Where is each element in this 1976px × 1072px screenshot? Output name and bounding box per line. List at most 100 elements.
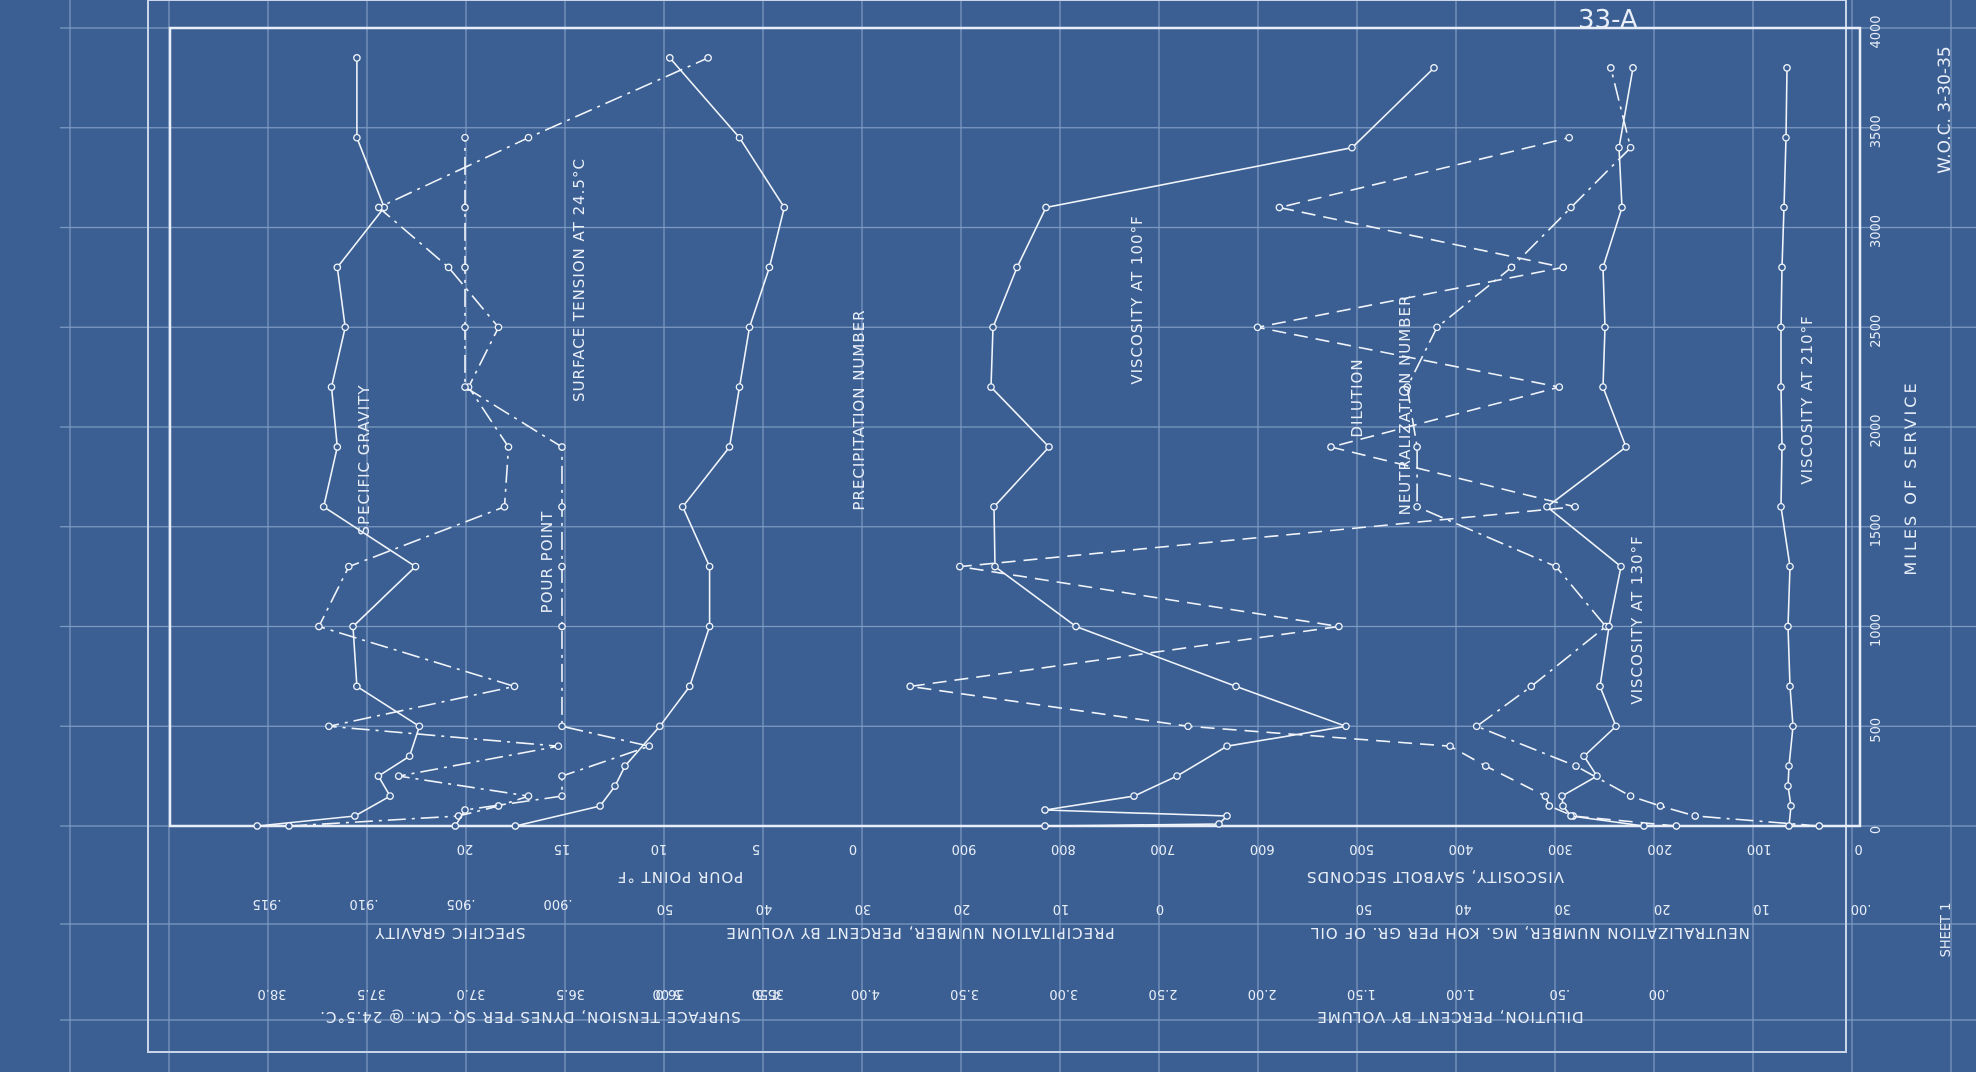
scale-tick-pour_point_2: 30 — [855, 901, 872, 916]
scale-tick-precipitation: 5.00 — [653, 986, 682, 1001]
miles-tick-label: 0 — [1869, 826, 1884, 834]
data-point — [1541, 792, 1550, 800]
data-point — [1042, 203, 1050, 212]
signature: W.O.C. 3-30-35 — [1935, 46, 1955, 173]
data-point — [353, 682, 361, 691]
data-point — [353, 133, 361, 142]
data-point — [333, 263, 342, 272]
data-point — [1184, 722, 1192, 731]
scale-tick-surface_tension: 35.5 — [755, 986, 784, 1001]
data-point — [394, 772, 403, 780]
scale-tick-pour_point: 0 — [849, 841, 857, 856]
data-point — [319, 502, 328, 511]
scale-tick-neutralization: 50 — [1356, 901, 1373, 916]
data-point — [1413, 443, 1421, 451]
data-point — [955, 562, 964, 571]
scale-tick-viscosity: 500 — [1349, 841, 1374, 856]
data-point — [1507, 263, 1516, 272]
label-neutralization-number: NEUTRALIZATION NUMBER — [1396, 295, 1414, 516]
data-point — [1403, 383, 1412, 391]
label-viscosity-130: VISCOSITY AT 130°F — [1628, 535, 1646, 704]
scale-tick-pour_point: 10 — [651, 841, 668, 856]
series-line-1 — [288, 57, 709, 827]
data-point — [558, 502, 566, 511]
data-point — [415, 722, 424, 731]
data-point — [325, 722, 333, 731]
data-point — [411, 562, 420, 571]
scale-tick-precipitation: 2.50 — [1149, 986, 1178, 1001]
scale-tick-pour_point: 15 — [554, 841, 571, 856]
scale-label-neutralization: NEUTRALIZATION NUMBER, MG. KOH PER GR. O… — [1310, 924, 1750, 942]
label-specific-gravity: SPECIFIC GRAVITY — [355, 385, 373, 536]
data-point — [1413, 502, 1421, 511]
data-point — [349, 622, 357, 631]
data-point — [1559, 263, 1568, 272]
data-point — [1223, 812, 1231, 820]
scale-tick-precipitation: .50 — [1549, 986, 1570, 1001]
scale-tick-neutralization: 20 — [1654, 901, 1671, 916]
data-point — [1612, 722, 1620, 731]
data-point — [1601, 323, 1609, 332]
scale-tick-neutralization: 10 — [1753, 901, 1770, 916]
data-point — [1786, 682, 1794, 691]
scale-label-surface-tension: SURFACE TENSION, DYNES PER SQ. CM. @ 24.… — [319, 1008, 741, 1026]
scale-tick-pour_point_2: 40 — [756, 901, 773, 916]
scale-tick-precipitation: 3.00 — [1049, 986, 1078, 1001]
data-point — [327, 383, 336, 391]
data-point — [765, 263, 774, 272]
scale-tick-precipitation: .00 — [1649, 986, 1670, 1001]
data-point — [1777, 502, 1785, 511]
scale-tick-precipitation: 3.50 — [950, 986, 979, 1001]
data-point — [558, 562, 566, 571]
data-point — [558, 792, 566, 800]
data-point — [461, 203, 469, 212]
scale-tick-neutralization: 30 — [1555, 901, 1572, 916]
data-point — [990, 502, 998, 511]
data-point — [780, 203, 789, 212]
data-point — [1558, 792, 1566, 800]
data-point — [1580, 752, 1588, 761]
data-point — [1777, 323, 1785, 332]
scale-tick-pour_point: 5 — [752, 841, 760, 856]
data-point — [1327, 443, 1335, 451]
scale-tick-pour_point_2: 20 — [954, 901, 971, 916]
data-point — [1606, 64, 1615, 72]
scale-tick-specific_gravity: .910 — [350, 896, 379, 911]
scale-tick-pour_point_2: 50 — [657, 901, 674, 916]
data-point — [1223, 742, 1231, 751]
data-point — [655, 722, 664, 731]
data-point — [1626, 143, 1635, 152]
data-point — [353, 54, 361, 62]
label-viscosity-100: VISCOSITY AT 100°F — [1128, 215, 1146, 384]
label-pour-point: POUR POINT — [538, 511, 556, 614]
miles-tick-label: 3000 — [1869, 215, 1884, 248]
data-point — [494, 323, 503, 332]
miles-tick-label: 3500 — [1869, 115, 1884, 148]
scale-tick-specific_gravity: .915 — [253, 896, 282, 911]
data-point — [1784, 622, 1792, 631]
data-point — [558, 443, 566, 451]
data-point — [1275, 203, 1284, 212]
miles-tick-label: 1500 — [1869, 514, 1884, 547]
scale-tick-surface_tension: 36.0 — [656, 986, 685, 1001]
scale-tick-specific_gravity: .905 — [447, 896, 476, 911]
data-point — [1780, 203, 1788, 212]
series-layer — [253, 54, 1824, 830]
data-point — [1615, 143, 1623, 152]
data-point — [611, 782, 619, 790]
scale-tick-neutralization: .00 — [1851, 901, 1872, 916]
data-point — [1130, 792, 1138, 800]
data-point — [1253, 323, 1262, 332]
data-point — [1617, 562, 1625, 571]
scale-tick-pour_point_2: 10 — [1053, 901, 1070, 916]
data-point — [1446, 742, 1454, 751]
data-point — [341, 323, 350, 332]
data-point — [461, 383, 469, 391]
data-point — [524, 133, 533, 142]
scale-tick-viscosity: 900 — [952, 841, 977, 856]
data-point — [344, 562, 353, 571]
data-point — [1433, 323, 1441, 332]
outer-border — [147, 0, 1847, 1053]
scale-tick-precipitation: 2.00 — [1248, 986, 1277, 1001]
